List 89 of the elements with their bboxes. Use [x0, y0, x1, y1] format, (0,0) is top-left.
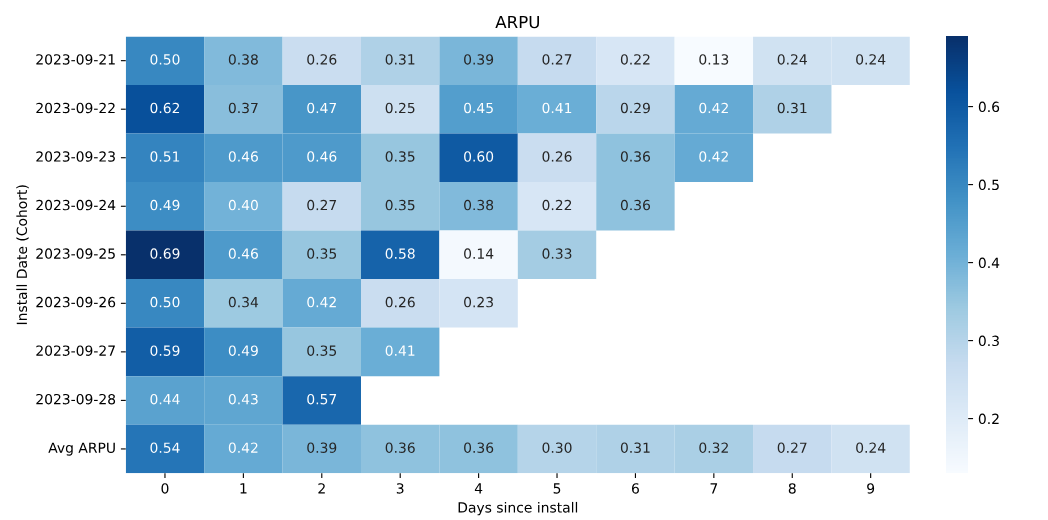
- data-label: 0.58: [385, 248, 415, 259]
- x-tick-label: 6: [631, 483, 639, 494]
- data-label: 0.46: [228, 248, 258, 259]
- data-label: 0.38: [464, 199, 494, 211]
- x-tick-label: 8: [788, 483, 796, 494]
- color-bar-label: 0.4: [978, 257, 1000, 269]
- data-label: 0.35: [307, 248, 337, 259]
- color-bar-label: 0.2: [978, 413, 999, 425]
- data-label: 0.46: [228, 151, 258, 162]
- y-tick-label: Avg ARPU: [48, 442, 115, 456]
- data-label: 0.26: [542, 151, 572, 162]
- color-bar-label: 0.6: [978, 101, 1000, 113]
- y-tick-label: 2023-09-24: [36, 199, 116, 211]
- data-label: 0.23: [464, 296, 493, 308]
- data-label: 0.35: [385, 199, 415, 211]
- data-label: 0.31: [777, 102, 807, 114]
- data-label: 0.27: [307, 199, 337, 211]
- data-label: 0.14: [464, 248, 494, 259]
- data-label: 0.47: [307, 102, 337, 114]
- data-label: 0.49: [150, 199, 180, 211]
- data-label: 0.31: [385, 54, 415, 65]
- data-label: 0.39: [464, 54, 494, 65]
- color-bar-label: 0.5: [978, 179, 999, 191]
- x-tick-label: 0: [161, 483, 169, 494]
- data-label: 0.29: [620, 102, 650, 114]
- data-label: 0.38: [228, 54, 258, 65]
- chart-title: ARPU: [495, 15, 539, 29]
- data-label: 0.43: [228, 393, 258, 405]
- data-label: 0.40: [228, 199, 258, 211]
- data-label: 0.27: [777, 442, 807, 453]
- data-label: 0.41: [385, 345, 415, 356]
- data-label: 0.33: [542, 248, 572, 259]
- data-label: 0.24: [856, 54, 886, 65]
- data-label: 0.54: [150, 442, 180, 453]
- data-label: 0.27: [542, 54, 572, 65]
- data-label: 0.50: [150, 296, 180, 308]
- data-label: 0.36: [385, 442, 415, 453]
- x-tick-label: 5: [553, 483, 561, 494]
- data-label: 0.24: [777, 54, 807, 65]
- data-label: 0.22: [542, 199, 572, 211]
- x-tick-label: 7: [710, 483, 718, 494]
- y-tick-label: 2023-09-21: [36, 54, 115, 65]
- data-label: 0.59: [150, 345, 180, 356]
- x-tick-label: 4: [474, 483, 483, 494]
- data-label: 0.60: [464, 151, 494, 162]
- data-label: 0.46: [307, 151, 337, 162]
- data-label: 0.35: [307, 345, 337, 356]
- data-label: 0.39: [307, 442, 337, 453]
- data-label: 0.50: [150, 54, 180, 65]
- data-label: 0.42: [699, 151, 728, 162]
- data-label: 0.62: [150, 102, 180, 114]
- color-bar-label: 0.3: [978, 335, 999, 347]
- data-label: 0.69: [150, 248, 180, 259]
- data-label: 0.49: [228, 345, 258, 356]
- y-tick-label: 2023-09-22: [36, 102, 115, 114]
- data-label: 0.35: [385, 151, 415, 162]
- x-tick-label: 3: [396, 483, 404, 494]
- data-label: 0.42: [228, 442, 258, 453]
- data-label: 0.22: [620, 54, 650, 65]
- data-label: 0.45: [464, 102, 493, 114]
- x-axis-title: Days since install: [458, 501, 578, 516]
- data-label: 0.42: [699, 102, 728, 114]
- y-axis-title: Install Date (Cohort): [16, 185, 29, 325]
- data-label: 0.36: [620, 151, 651, 162]
- data-label: 0.36: [464, 442, 494, 453]
- x-tick-label: 9: [867, 483, 875, 494]
- data-label: 0.30: [542, 442, 572, 453]
- data-label: 0.26: [307, 54, 337, 65]
- data-label: 0.37: [228, 102, 258, 114]
- data-label: 0.26: [385, 296, 415, 308]
- data-label: 0.31: [620, 442, 650, 453]
- y-tick-label: 2023-09-23: [36, 151, 115, 162]
- data-label: 0.32: [699, 442, 728, 453]
- y-tick-label: 2023-09-26: [36, 296, 116, 308]
- data-label: 0.36: [620, 199, 651, 211]
- x-tick-label: 2: [318, 483, 325, 494]
- data-label: 0.44: [150, 393, 180, 405]
- y-tick-label: 2023-09-28: [36, 393, 116, 405]
- data-label: 0.34: [228, 296, 259, 308]
- data-label: 0.25: [385, 102, 415, 114]
- y-tick-label: 2023-09-27: [36, 345, 115, 356]
- y-tick-label: 2023-09-25: [36, 248, 115, 259]
- data-label: 0.41: [542, 102, 572, 114]
- data-label: 0.24: [856, 442, 886, 453]
- data-label: 0.13: [699, 54, 729, 65]
- data-label: 0.51: [150, 151, 180, 162]
- x-tick-label: 1: [240, 483, 247, 494]
- data-label: 0.57: [307, 393, 337, 405]
- data-label: 0.42: [307, 296, 336, 308]
